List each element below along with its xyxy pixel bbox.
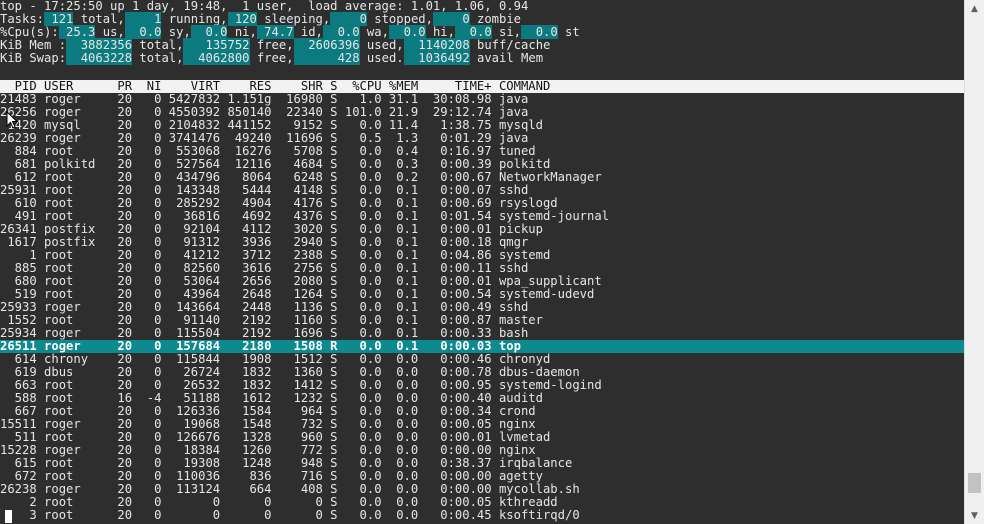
terminal-cursor [5, 510, 12, 523]
table-row: 588 root 16 -4 51188 1612 1232 S 0.0 0.0… [0, 391, 543, 405]
table-row: 21483 roger 20 0 5427832 1.151g 16980 S … [0, 92, 529, 106]
summary-label: hi, [425, 25, 455, 39]
summary-label: st [557, 25, 580, 39]
table-row: 681 polkitd 20 0 527564 12116 4684 S 0.0… [0, 157, 551, 171]
summary-label: wa, [359, 25, 389, 39]
summary-label: running, [161, 12, 228, 26]
summary-value: 3882356 [66, 38, 133, 52]
table-row: 25933 roger 20 0 143664 2448 1136 S 0.0 … [0, 300, 529, 314]
table-row: 1552 root 20 0 91140 2192 1160 S 0.0 0.1… [0, 313, 543, 327]
table-row: 25934 roger 20 0 115504 2192 1696 S 0.0 … [0, 326, 529, 340]
summary-label: avail Mem [469, 51, 544, 65]
table-row: 2 root 20 0 0 0 0 S 0.0 0.0 0:00.05 kthr… [0, 495, 558, 509]
table-row: 663 root 20 0 26532 1832 1412 S 0.0 0.0 … [0, 378, 602, 392]
summary-value: 428 [293, 51, 360, 65]
summary-label: KiB Swap: [0, 51, 67, 65]
table-row: 519 root 20 0 43964 2648 1264 S 0.0 0.1 … [0, 287, 595, 301]
summary-tasks-line: Tasks: 121 total, 1 running, 120 sleepin… [0, 12, 522, 26]
summary-value: 0.0 [521, 25, 558, 39]
table-row: 672 root 20 0 110036 836 716 S 0.0 0.0 0… [0, 469, 543, 483]
process-table-header: PID USER PR NI VIRT RES SHR S %CPU %MEM … [0, 80, 964, 93]
summary-label: free, [249, 51, 294, 65]
summary-value: 0.0 [388, 25, 426, 39]
table-row: 615 root 20 0 19308 1248 948 S 0.0 0.0 0… [0, 456, 573, 470]
table-row: 610 root 20 0 285292 4904 4176 S 0.0 0.1… [0, 196, 558, 210]
summary-value: 0 [330, 12, 367, 26]
table-row: 26341 postfix 20 0 92104 4112 3020 S 0.0… [0, 222, 543, 236]
summary-label: total, [73, 12, 125, 26]
scrollbar-thumb[interactable] [968, 472, 981, 493]
summary-mem-line: KiB Mem : 3882356 total, 135752 free, 26… [0, 38, 551, 52]
table-row: 25931 root 20 0 143348 5444 4148 S 0.0 0… [0, 183, 529, 197]
table-row: 491 root 20 0 36816 4692 4376 S 0.0 0.1 … [0, 209, 610, 223]
summary-label: sleeping, [256, 12, 331, 26]
summary-label: %Cpu(s): [0, 25, 59, 39]
summary-value: 121 [44, 12, 74, 26]
scroll-up-arrow-icon[interactable]: ▲ [971, 3, 978, 14]
scroll-down-arrow-icon[interactable]: ▼ [971, 510, 978, 521]
summary-label: total, [132, 38, 184, 52]
table-row: 614 chrony 20 0 115844 1908 1512 S 0.0 0… [0, 352, 551, 366]
terminal-window[interactable]: top - 17:25:50 up 1 day, 19:48, 1 user, … [0, 0, 964, 524]
summary-value: 2606396 [293, 38, 360, 52]
table-row-selected: 26511 roger 20 0 157684 2180 1508 R 0.0 … [0, 340, 964, 353]
table-row: 15511 roger 20 0 19068 1548 732 S 0.0 0.… [0, 417, 536, 431]
table-row: 619 dbus 20 0 26724 1832 1360 S 0.0 0.0 … [0, 365, 580, 379]
summary-value: 4063228 [66, 51, 133, 65]
summary-value: 0.0 [322, 25, 360, 39]
summary-value: 0.0 [454, 25, 492, 39]
summary-swap-line: KiB Swap: 4063228 total, 4062800 free, 4… [0, 51, 544, 65]
table-row: 1617 postfix 20 0 91312 3936 2940 S 0.0 … [0, 235, 529, 249]
summary-label: us, [95, 25, 125, 39]
table-row: 1 root 20 0 41212 3712 2388 S 0.0 0.1 0:… [0, 248, 551, 262]
summary-uptime-line: top - 17:25:50 up 1 day, 19:48, 1 user, … [0, 0, 528, 13]
table-row: 680 root 20 0 53064 2656 2080 S 0.0 0.1 … [0, 274, 602, 288]
summary-label: KiB Mem : [0, 38, 67, 52]
table-row: 667 root 20 0 126336 1584 964 S 0.0 0.0 … [0, 404, 536, 418]
table-row: 15228 roger 20 0 18384 1260 772 S 0.0 0.… [0, 443, 536, 457]
summary-value: 4062800 [183, 51, 250, 65]
table-row: 26238 roger 20 0 113124 664 408 S 0.0 0.… [0, 482, 580, 496]
table-row: 26256 roger 20 0 4550392 850140 22340 S … [0, 105, 529, 119]
table-row: 26239 roger 20 0 3741476 49240 11696 S 0… [0, 131, 529, 145]
summary-value: 0.0 [190, 25, 228, 39]
table-row: 885 root 20 0 82560 3616 2756 S 0.0 0.1 … [0, 261, 529, 275]
summary-value: 0.0 [124, 25, 162, 39]
table-row: 884 root 20 0 553068 16276 5708 S 0.0 0.… [0, 144, 536, 158]
text-cursor-icon [6, 111, 18, 129]
summary-label: zombie [469, 12, 522, 26]
summary-value: 135752 [183, 38, 250, 52]
table-row: 612 root 20 0 434796 8064 6248 S 0.0 0.2… [0, 170, 602, 184]
summary-cpu-line: %Cpu(s): 25.3 us, 0.0 sy, 0.0 ni, 74.7 i… [0, 25, 580, 39]
summary-label: si, [491, 25, 522, 39]
table-row: 1420 mysql 20 0 2104832 441152 9152 S 0.… [0, 118, 543, 132]
vertical-scrollbar[interactable]: ▲ ▼ [964, 0, 984, 524]
summary-label: free, [249, 38, 294, 52]
summary-label: top - 17:25:50 up 1 day, 19:48, 1 user, … [0, 0, 529, 13]
summary-label: ni, [227, 25, 257, 39]
summary-value: 1140208 [403, 38, 470, 52]
summary-value: 120 [227, 12, 257, 26]
summary-label: Tasks: [0, 12, 45, 26]
summary-value: 1036492 [403, 51, 470, 65]
table-row: 511 root 20 0 126676 1328 960 S 0.0 0.0 … [0, 430, 551, 444]
summary-value: 25.3 [58, 25, 96, 39]
summary-label: sy, [161, 25, 191, 39]
summary-label: used. [359, 51, 404, 65]
summary-label: total, [132, 51, 184, 65]
summary-label: used, [359, 38, 404, 52]
summary-label: buff/cache [469, 38, 551, 52]
summary-label: stopped, [366, 12, 433, 26]
summary-value: 0 [432, 12, 470, 26]
summary-label: id, [293, 25, 323, 39]
summary-value: 74.7 [256, 25, 294, 39]
summary-value: 1 [124, 12, 162, 26]
table-row: 3 root 20 0 0 0 0 S 0.0 0.0 0:00.45 ksof… [0, 508, 580, 522]
